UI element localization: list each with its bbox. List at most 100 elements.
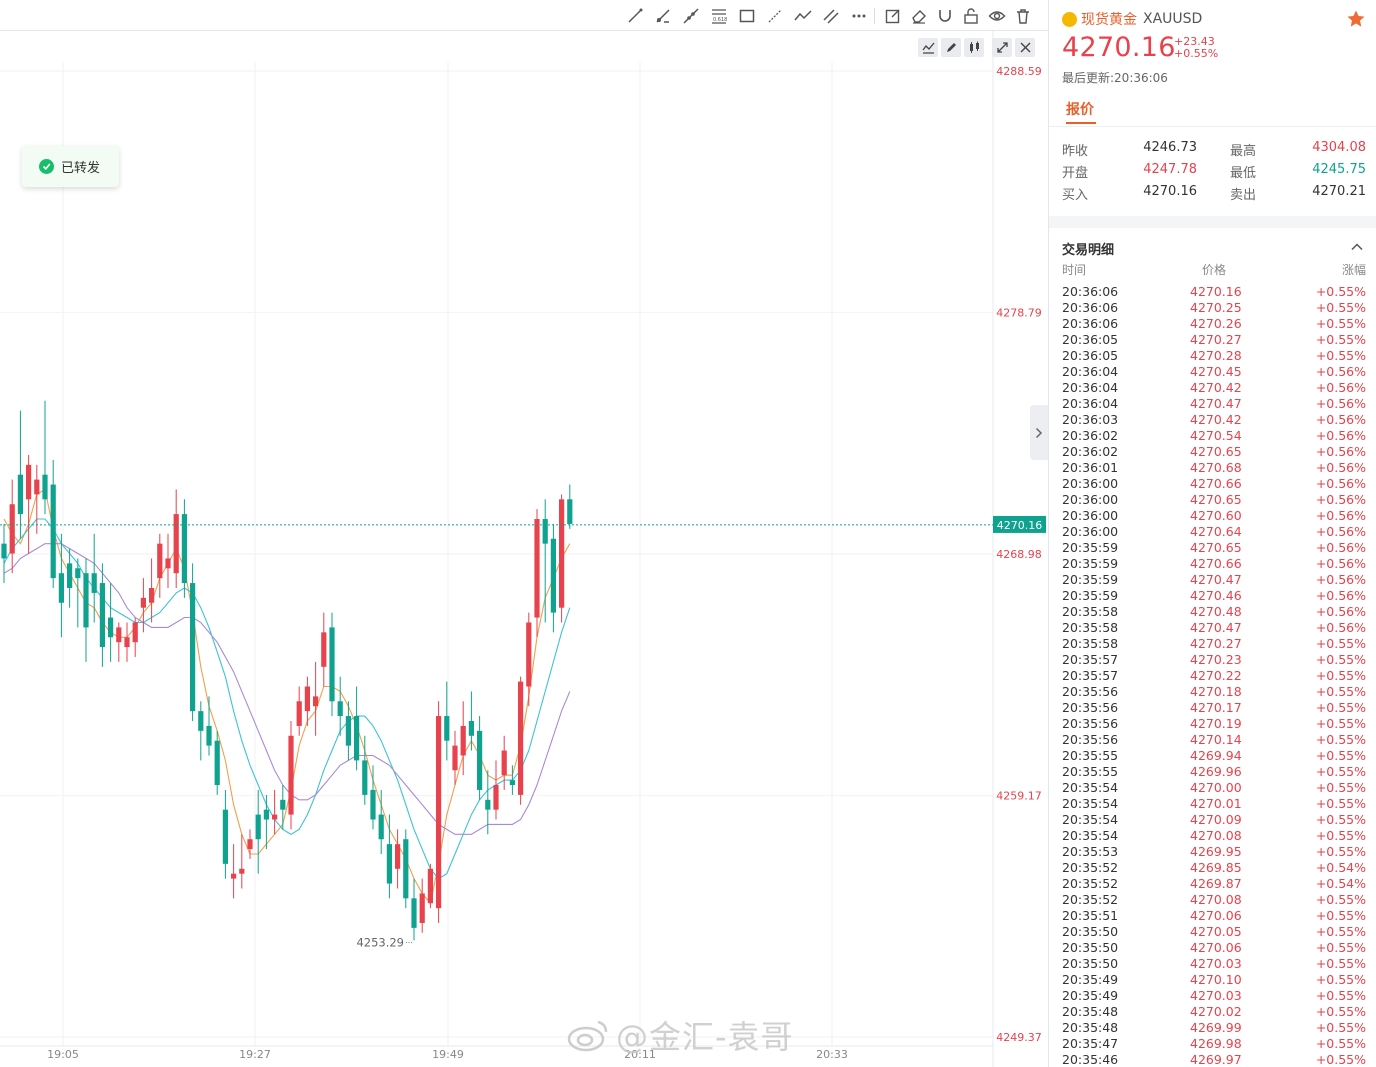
trade-change: +0.56% (1315, 572, 1366, 587)
trade-price: 4270.47 (1190, 620, 1242, 635)
y-tick-label: 4268.98 (996, 548, 1042, 561)
eye-icon[interactable] (987, 6, 1007, 26)
trade-price: 4270.65 (1190, 540, 1242, 555)
x-tick-label: 19:27 (239, 1048, 271, 1061)
collapse-panel-button[interactable] (1030, 405, 1048, 460)
candle-body (485, 799, 491, 810)
ma-line-1 (3, 488, 571, 905)
x-tick-label: 20:33 (816, 1048, 848, 1061)
trade-time: 20:36:06 (1062, 284, 1119, 299)
favorite-star-icon[interactable] (1346, 9, 1366, 29)
trade-change: +0.56% (1315, 380, 1366, 395)
toast-forwarded: 已转发 (22, 146, 119, 187)
trend-line-icon[interactable] (625, 6, 645, 26)
trade-row: 20:36:02 4270.65 +0.56% (1062, 444, 1366, 460)
trade-time: 20:35:54 (1062, 828, 1119, 843)
candle-body (542, 519, 548, 544)
candle-body (222, 809, 228, 864)
trade-row: 20:35:54 4270.09 +0.55% (1062, 812, 1366, 828)
trade-price: 4270.45 (1190, 364, 1242, 379)
quote-value: 4247.78 (1143, 162, 1197, 177)
ray-line-icon[interactable] (653, 6, 673, 26)
ma-line-3 (3, 543, 571, 835)
gold-coin-icon (1062, 11, 1077, 27)
annotate-icon[interactable] (883, 6, 903, 26)
trade-price: 4270.68 (1190, 460, 1242, 475)
trade-time: 20:35:52 (1062, 876, 1119, 891)
trade-change: +0.56% (1315, 556, 1366, 571)
trade-time: 20:36:00 (1062, 492, 1119, 507)
magnet-icon[interactable] (935, 6, 955, 26)
parallel-channel-icon[interactable] (821, 6, 841, 26)
trade-time: 20:36:04 (1062, 396, 1119, 411)
trade-time: 20:35:59 (1062, 556, 1119, 571)
trade-row: 20:35:49 4270.10 +0.55% (1062, 972, 1366, 988)
trade-price: 4270.22 (1190, 668, 1242, 683)
trade-price: 4269.98 (1190, 1036, 1242, 1051)
fibonacci-icon[interactable]: 0.618 (709, 6, 729, 26)
rectangle-icon[interactable] (737, 6, 757, 26)
trash-icon[interactable] (1013, 6, 1033, 26)
candle-body (518, 681, 524, 795)
ma-line-2 (3, 518, 571, 880)
trade-time: 20:35:58 (1062, 604, 1119, 619)
candle-body (395, 844, 401, 869)
close-icon[interactable] (1015, 38, 1035, 57)
trade-time: 20:35:55 (1062, 764, 1119, 779)
current-price-tag (993, 515, 1046, 533)
trade-time: 20:35:48 (1062, 1020, 1119, 1035)
trade-price: 4270.42 (1190, 380, 1242, 395)
candle-style-icon[interactable] (964, 38, 984, 57)
candle-body (468, 720, 474, 736)
trade-row: 20:35:56 4270.17 +0.55% (1062, 700, 1366, 716)
maximize-icon[interactable] (992, 38, 1012, 57)
current-price-label: 4270.16 (997, 519, 1043, 532)
trade-change: +0.55% (1315, 764, 1366, 779)
trade-change: +0.55% (1315, 892, 1366, 907)
trade-price: 4270.18 (1190, 684, 1242, 699)
polyline-icon[interactable] (793, 6, 813, 26)
trade-row: 20:35:51 4270.06 +0.55% (1062, 908, 1366, 924)
trade-price: 4270.02 (1190, 1004, 1242, 1019)
quote-value: 4246.73 (1143, 140, 1197, 155)
extended-line-icon[interactable] (681, 6, 701, 26)
eraser-icon[interactable] (909, 6, 929, 26)
unlock-icon[interactable] (961, 6, 981, 26)
trade-price: 4270.03 (1190, 956, 1242, 971)
trade-time: 20:35:52 (1062, 860, 1119, 875)
trade-time: 20:35:59 (1062, 540, 1119, 555)
chevron-up-icon[interactable] (1350, 240, 1364, 254)
candle-body (550, 538, 556, 613)
trade-time: 20:35:57 (1062, 668, 1119, 683)
trade-time: 20:35:50 (1062, 924, 1119, 939)
candle-body (181, 514, 187, 584)
chart-area[interactable]: 0.618 19:05 19:27 19:49 20:11 20:33 4288.59 42… (0, 0, 1048, 1067)
indicator-icon[interactable] (918, 38, 938, 57)
trade-change: +0.55% (1315, 332, 1366, 347)
trade-row: 20:36:06 4270.26 +0.55% (1062, 316, 1366, 332)
trade-row: 20:35:57 4270.22 +0.55% (1062, 668, 1366, 684)
candle-body (534, 519, 540, 618)
trade-change: +0.55% (1315, 348, 1366, 363)
symbol-row: 现货黄金 XAUUSD (1062, 9, 1202, 29)
quote-panel: 现货黄金 XAUUSD 4270.16 +23.43 +0.55% 最后更新:2… (1048, 0, 1376, 1067)
trade-change: +0.55% (1315, 1020, 1366, 1035)
trade-row: 20:35:55 4269.96 +0.55% (1062, 764, 1366, 780)
candle-body (231, 873, 237, 879)
check-icon (39, 159, 54, 174)
trade-time: 20:35:56 (1062, 716, 1119, 731)
trade-change: +0.56% (1315, 540, 1366, 555)
trade-time: 20:36:00 (1062, 476, 1119, 491)
trade-price: 4270.27 (1190, 332, 1242, 347)
candle-body (83, 573, 89, 628)
more-icon[interactable] (849, 6, 869, 26)
edit-icon[interactable] (941, 38, 961, 57)
trade-time: 20:35:56 (1062, 732, 1119, 747)
trade-time: 20:36:02 (1062, 428, 1119, 443)
arrow-line-icon[interactable] (765, 6, 785, 26)
tab-quote[interactable]: 报价 (1066, 102, 1094, 118)
weibo-logo-icon (567, 1020, 608, 1052)
x-tick-label: 19:05 (47, 1048, 79, 1061)
trade-row: 20:36:04 4270.42 +0.56% (1062, 380, 1366, 396)
